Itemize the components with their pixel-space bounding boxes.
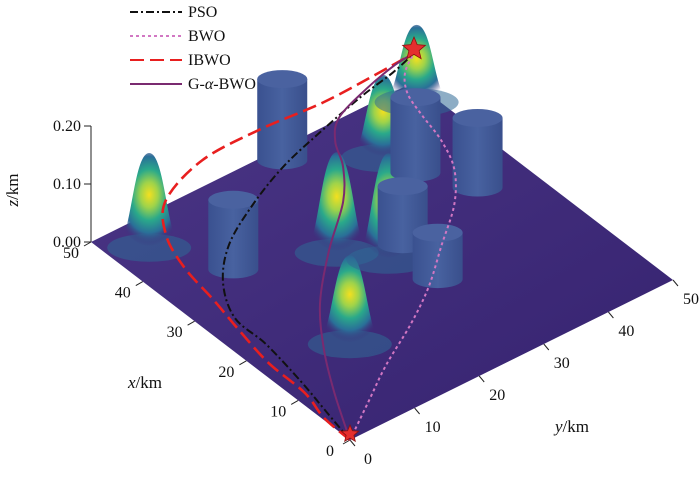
x-tick-mark [135, 281, 144, 287]
x-tick-label: 20 [218, 364, 234, 381]
x-tick-label: 40 [115, 285, 131, 302]
y-tick-label: 50 [683, 291, 699, 308]
legend-label: BWO [188, 28, 225, 45]
y-tick-mark [672, 279, 679, 287]
x-tick-mark [187, 320, 195, 326]
x-tick-label: 50 [63, 245, 79, 262]
y-tick-mark [414, 407, 420, 415]
terrain-peak [307, 255, 392, 359]
y-tick-mark [478, 375, 485, 383]
start-star-marker [340, 423, 360, 443]
cylinder-obstacle [390, 88, 441, 182]
goal-star-marker [401, 35, 427, 60]
x-tick-mark [239, 360, 247, 366]
x-tick-label: 30 [167, 324, 183, 341]
x-tick-label: 0 [326, 443, 334, 460]
terrain-peak [107, 153, 192, 262]
y-tick-mark [543, 343, 550, 351]
legend-label: IBWO [188, 52, 231, 69]
y-tick-label: 0 [364, 451, 372, 468]
y-axis-label: y/km [553, 417, 589, 436]
path-ibwo [161, 51, 415, 441]
path-g-bwo [318, 52, 415, 441]
cylinder-obstacle [208, 190, 259, 279]
legend-label: G-α-BWO [188, 76, 256, 93]
y-tick-label: 40 [618, 323, 634, 340]
path-pso [221, 52, 415, 441]
path-bwo [349, 52, 457, 441]
y-tick-mark [608, 311, 614, 319]
x-tick-mark [83, 241, 92, 247]
y-tick-label: 20 [489, 387, 505, 404]
y-tick-mark [349, 439, 356, 447]
x-tick-label: 10 [270, 403, 286, 420]
cylinder-obstacle [257, 70, 308, 170]
y-tick-label: 30 [554, 355, 570, 372]
z-tick-label: 0.20 [53, 118, 81, 135]
x-axis-label: x/km [127, 373, 162, 392]
legend-label: PSO [188, 4, 217, 21]
z-tick-label: 0.10 [53, 176, 81, 193]
x-tick-mark [290, 399, 299, 405]
y-tick-label: 10 [425, 419, 441, 436]
cylinder-obstacle [452, 108, 503, 197]
z-axis-label: z/km [3, 173, 22, 207]
z-tick-label: 0.00 [53, 234, 81, 251]
